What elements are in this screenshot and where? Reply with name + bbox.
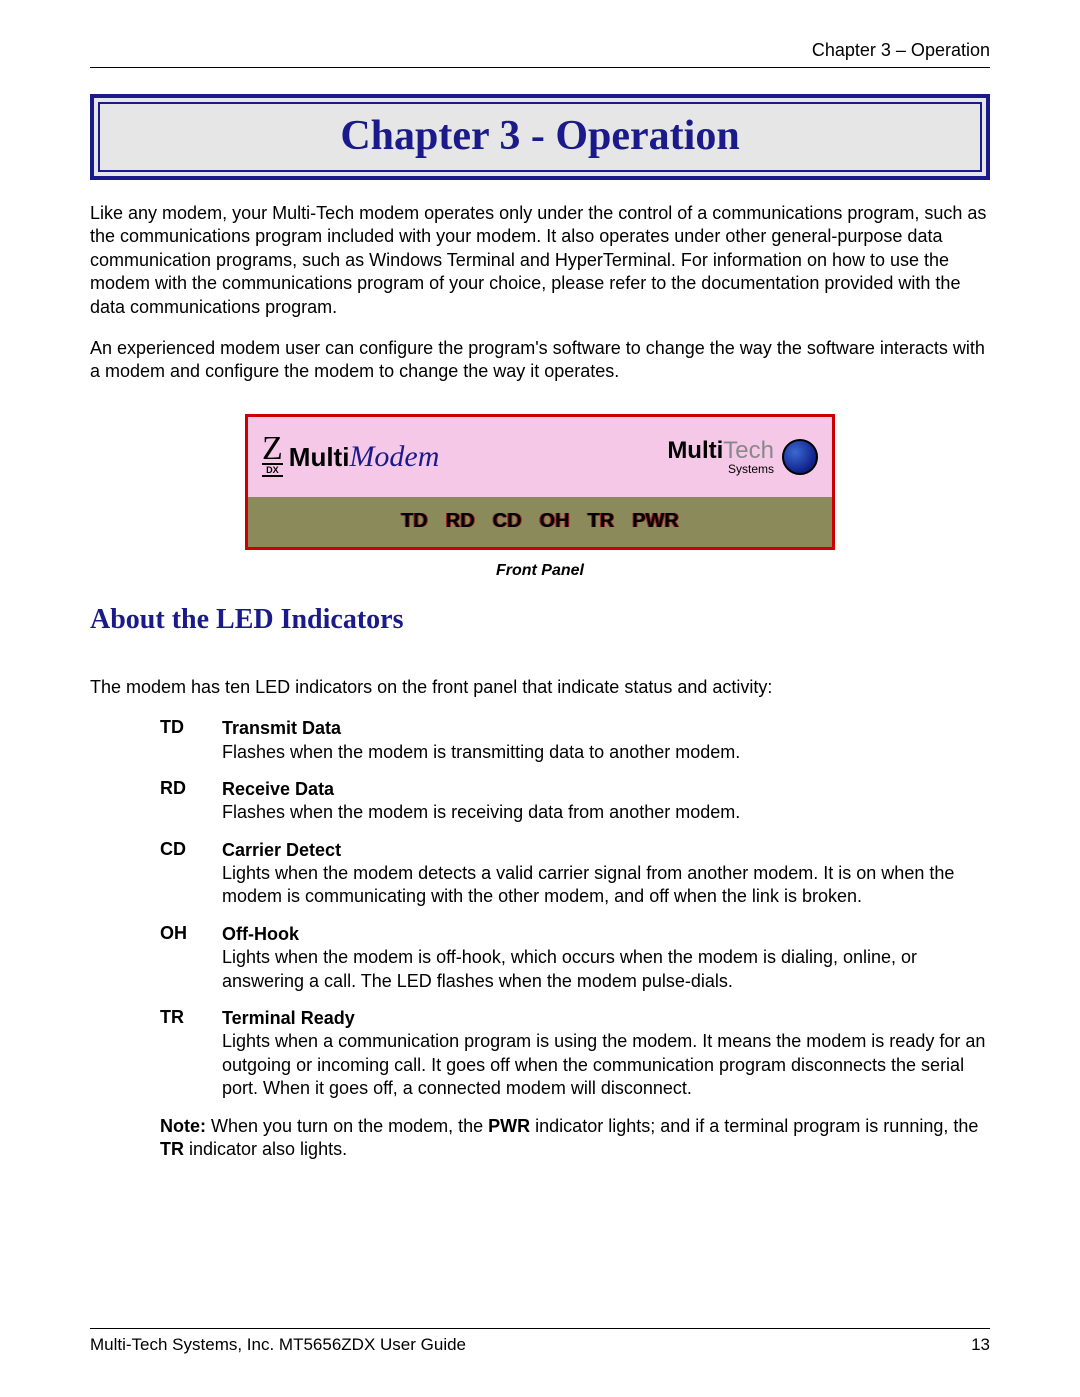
note-text-2: indicator lights; and if a terminal prog… bbox=[530, 1116, 978, 1136]
section-heading: About the LED Indicators bbox=[90, 604, 990, 636]
led-label-cd: CD bbox=[493, 510, 522, 533]
led-label-oh: OH bbox=[540, 510, 570, 533]
led-code: TR bbox=[160, 1007, 222, 1101]
brand-multi-bold: Multi bbox=[289, 442, 350, 472]
note-bold-pwr: PWR bbox=[488, 1116, 530, 1136]
led-label-tr: TR bbox=[588, 510, 615, 533]
brand-modem-script: Modem bbox=[349, 440, 439, 473]
led-name: Transmit Data bbox=[222, 717, 990, 740]
led-code: TD bbox=[160, 717, 222, 764]
brand-dot-icon bbox=[782, 439, 818, 475]
led-code: CD bbox=[160, 839, 222, 909]
brand-systems-text: Systems bbox=[667, 463, 774, 475]
led-desc: Flashes when the modem is transmitting d… bbox=[222, 741, 990, 764]
led-row: TR Terminal Ready Lights when a communic… bbox=[160, 1007, 990, 1101]
chapter-banner-inner: Chapter 3 - Operation bbox=[98, 102, 982, 172]
footer-page-number: 13 bbox=[971, 1335, 990, 1355]
front-panel-led-strip: TD RD CD OH TR PWR bbox=[248, 497, 832, 547]
led-name: Carrier Detect bbox=[222, 839, 990, 862]
intro-paragraph-2: An experienced modem user can configure … bbox=[90, 337, 990, 384]
led-row: RD Receive Data Flashes when the modem i… bbox=[160, 778, 990, 825]
led-indicator-list: TD Transmit Data Flashes when the modem … bbox=[160, 717, 990, 1100]
led-desc: Lights when the modem detects a valid ca… bbox=[222, 862, 990, 909]
footer-left: Multi-Tech Systems, Inc. MT5656ZDX User … bbox=[90, 1335, 466, 1355]
led-row: TD Transmit Data Flashes when the modem … bbox=[160, 717, 990, 764]
led-row: CD Carrier Detect Lights when the modem … bbox=[160, 839, 990, 909]
led-name: Receive Data bbox=[222, 778, 990, 801]
led-desc: Lights when a communication program is u… bbox=[222, 1030, 990, 1100]
led-label-td: TD bbox=[401, 510, 428, 533]
page-footer: Multi-Tech Systems, Inc. MT5656ZDX User … bbox=[90, 1328, 990, 1355]
note-text-3: indicator also lights. bbox=[184, 1139, 347, 1159]
brand-multi-bold-right: Multi bbox=[667, 437, 723, 464]
led-name: Off-Hook bbox=[222, 923, 990, 946]
led-row: OH Off-Hook Lights when the modem is off… bbox=[160, 923, 990, 993]
led-label-pwr: PWR bbox=[632, 510, 679, 533]
led-desc: Flashes when the modem is receiving data… bbox=[222, 801, 990, 824]
brand-z-icon: Z bbox=[262, 437, 283, 461]
brand-multitech: MultiTech Systems bbox=[667, 439, 818, 475]
brand-tech-text: Tech bbox=[723, 437, 774, 464]
intro-paragraph-1: Like any modem, your Multi-Tech modem op… bbox=[90, 202, 990, 319]
brand-multimodem: Z DX MultiModem bbox=[262, 437, 439, 477]
led-code: RD bbox=[160, 778, 222, 825]
page-header: Chapter 3 – Operation bbox=[90, 40, 990, 68]
note-paragraph: Note: When you turn on the modem, the PW… bbox=[160, 1115, 990, 1162]
chapter-title: Chapter 3 - Operation bbox=[100, 112, 980, 160]
led-label-rd: RD bbox=[446, 510, 475, 533]
led-desc: Lights when the modem is off-hook, which… bbox=[222, 946, 990, 993]
section-intro: The modem has ten LED indicators on the … bbox=[90, 676, 990, 699]
figure-caption: Front Panel bbox=[90, 562, 990, 580]
brand-multimodem-text: MultiModem bbox=[289, 440, 440, 474]
chapter-banner: Chapter 3 - Operation bbox=[90, 94, 990, 180]
led-code: OH bbox=[160, 923, 222, 993]
note-bold-tr: TR bbox=[160, 1139, 184, 1159]
led-name: Terminal Ready bbox=[222, 1007, 990, 1030]
front-panel-top: Z DX MultiModem MultiTech Systems bbox=[248, 417, 832, 497]
front-panel-figure: Z DX MultiModem MultiTech Systems bbox=[245, 414, 835, 550]
note-lead: Note: bbox=[160, 1116, 206, 1136]
note-text-1: When you turn on the modem, the bbox=[206, 1116, 488, 1136]
